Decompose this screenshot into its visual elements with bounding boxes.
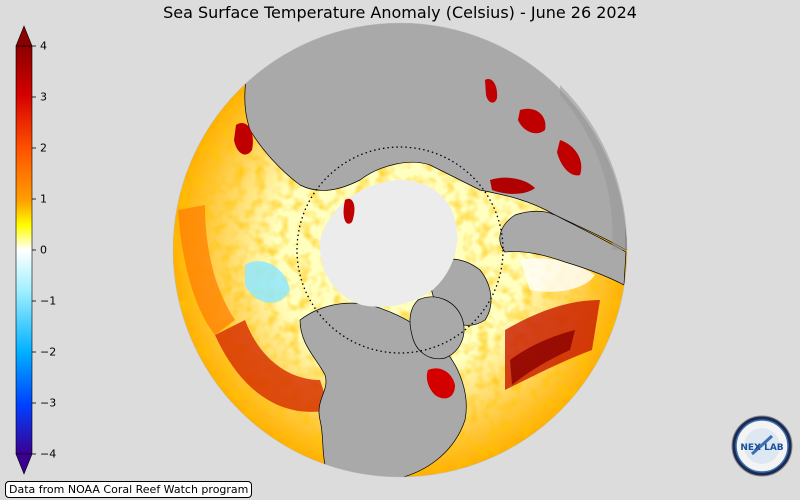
colorbar-tick-label: −4 [40,447,57,461]
colorbar-tick-label: 1 [40,192,47,206]
hotspot-mediterranean [557,140,582,176]
pacific-cool-patch [245,261,290,303]
colorbar-tick-label: −3 [40,396,57,410]
colorbar-tick-label: 3 [40,90,47,104]
logo-text: NEX LAB [740,443,783,453]
globe-outline [172,22,628,478]
hotspot-japan-sea [234,122,253,155]
globe-shadow [560,85,628,250]
arctic-circle [296,146,504,354]
pacific-warm-band [215,320,330,412]
page-title: Sea Surface Temperature Anomaly (Celsius… [163,3,637,22]
colorbar-tick-label: 4 [40,39,47,53]
colorbar-tick-label: −2 [40,345,57,359]
pacific-west-band [178,205,235,335]
hotspot-hudson-bay [426,368,455,399]
hotspot-baltic [490,177,535,194]
atlantic-white-patch [520,258,595,292]
land-greenland [409,296,465,360]
colorbar-tick-label: −1 [40,294,57,308]
hotspot-caspian [485,79,498,103]
colorbar-tick-label: 2 [40,141,47,155]
colorbar [15,25,36,475]
colorbar-tick-label: 0 [40,243,47,257]
colorbar-bottom-arrow [15,453,33,475]
source-credit: Data from NOAA Coral Reef Watch program [5,481,253,498]
hotspot-bering [343,198,355,224]
nexlab-logo-icon: NEX LAB [731,415,793,477]
atlantic-hot-core [510,330,575,385]
colorbar-ticks [32,45,36,455]
hotspot-black-sea [518,108,546,134]
